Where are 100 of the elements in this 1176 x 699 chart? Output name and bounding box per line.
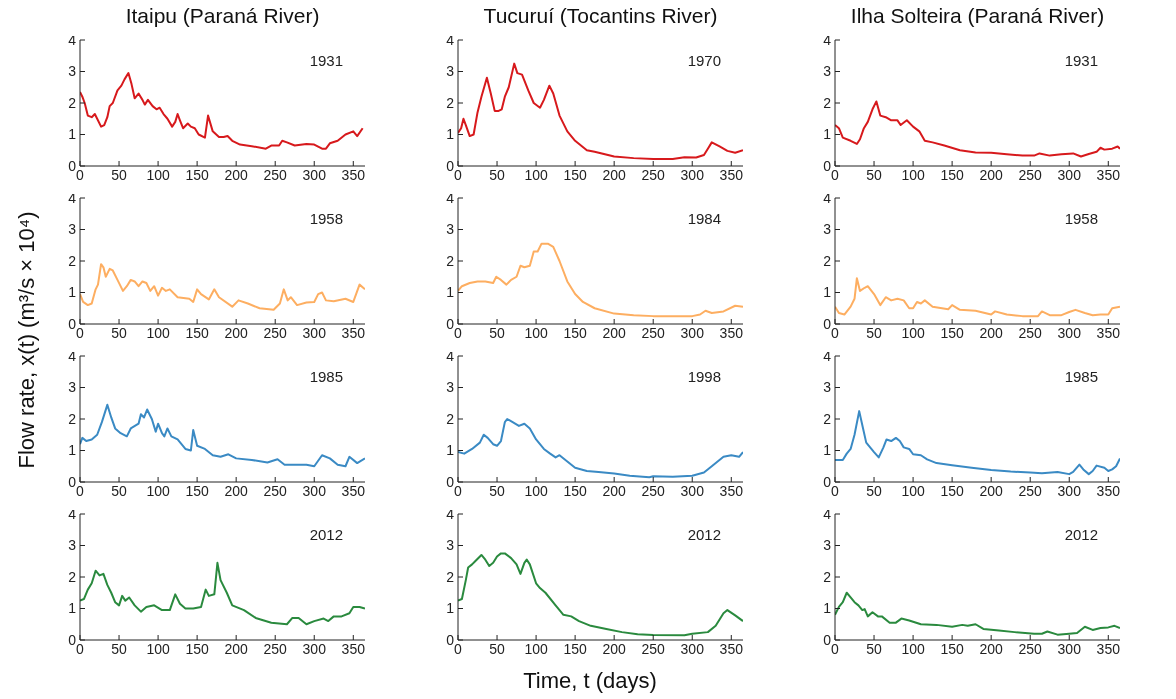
x-tick-label: 300 — [680, 324, 705, 341]
x-tick-label: 150 — [185, 324, 210, 341]
y-tick-label: 4 — [823, 189, 832, 206]
x-tick-label: 300 — [680, 640, 705, 657]
annotation: 1931 — [1064, 52, 1098, 69]
x-tick-label: 250 — [641, 166, 666, 183]
y-tick-label: 3 — [446, 221, 455, 238]
x-tick-label: 300 — [680, 482, 705, 499]
x-tick-label: 250 — [1018, 640, 1043, 657]
x-tick-label: 250 — [641, 640, 666, 657]
annotation: 1970 — [687, 52, 721, 69]
chart-title: Tucuruí (Tocantins River) — [482, 4, 719, 28]
x-tick-label: 350 — [1096, 324, 1121, 341]
x-tick-label: 250 — [641, 324, 666, 341]
x-tick-label: 50 — [111, 324, 128, 341]
x-tick-label: 50 — [489, 324, 506, 341]
y-tick-label: 1 — [68, 284, 77, 301]
annotation: 1985 — [1064, 368, 1098, 385]
x-tick-label: 50 — [866, 324, 883, 341]
line-series — [835, 591, 1120, 636]
y-tick-label: 4 — [823, 347, 832, 364]
line-series — [80, 561, 365, 626]
x-tick-label: 100 — [146, 640, 170, 657]
y-tick-label: 1 — [823, 284, 832, 301]
x-tick-label: 250 — [1018, 324, 1043, 341]
y-tick-label: 1 — [446, 600, 455, 617]
x-tick-label: 350 — [1096, 640, 1121, 657]
y-tick-label: 2 — [823, 410, 832, 427]
x-tick-label: 300 — [302, 324, 327, 341]
line-series — [80, 403, 365, 468]
y-tick-label: 1 — [446, 126, 455, 143]
x-tick-label: 100 — [901, 166, 925, 183]
y-tick-label: 2 — [68, 252, 77, 269]
x-tick-label: 150 — [940, 166, 965, 183]
x-tick-label: 250 — [263, 166, 288, 183]
y-tick-label: 4 — [68, 347, 77, 364]
annotation: 1985 — [309, 368, 343, 385]
y-tick-label: 1 — [68, 600, 77, 617]
x-tick-label: 150 — [185, 640, 210, 657]
y-tick-label: 4 — [446, 347, 455, 364]
annotation: 2012 — [309, 526, 343, 543]
x-tick-label: 200 — [602, 166, 627, 183]
y-tick-label: 2 — [68, 94, 77, 111]
y-tick-label: 3 — [68, 221, 77, 238]
line-series — [80, 72, 364, 150]
y-tick-label: 4 — [68, 189, 77, 206]
annotation: 1984 — [687, 210, 721, 227]
y-tick-label: 2 — [68, 568, 77, 585]
x-tick-label: 50 — [111, 482, 128, 499]
x-tick-label: 150 — [940, 324, 965, 341]
y-tick-label: 3 — [823, 537, 832, 554]
x-tick-label: 300 — [1057, 166, 1082, 183]
chart-title: Itaipu (Paraná River) — [124, 4, 321, 28]
y-tick-label: 3 — [446, 379, 455, 396]
line-series — [835, 100, 1120, 158]
x-tick-label: 300 — [1057, 482, 1082, 499]
annotation: 2012 — [687, 526, 721, 543]
x-tick-label: 300 — [302, 166, 327, 183]
x-tick-label: 150 — [185, 482, 210, 499]
line-series — [458, 418, 743, 479]
y-tick-label: 1 — [823, 442, 832, 459]
x-tick-label: 50 — [489, 166, 506, 183]
x-tick-label: 150 — [940, 482, 965, 499]
y-tick-label: 2 — [823, 94, 832, 111]
annotation: 1958 — [1064, 210, 1098, 227]
x-tick-label: 350 — [1096, 166, 1121, 183]
x-tick-label: 200 — [224, 166, 249, 183]
x-tick-label: 50 — [111, 166, 128, 183]
annotation: 1998 — [687, 368, 721, 385]
y-tick-label: 2 — [446, 94, 455, 111]
x-tick-label: 100 — [524, 324, 548, 341]
y-tick-label: 2 — [446, 410, 455, 427]
y-tick-label: 1 — [823, 126, 832, 143]
x-tick-label: 350 — [719, 166, 744, 183]
y-tick-label: 3 — [823, 379, 832, 396]
y-tick-label: 1 — [823, 600, 832, 617]
x-tick-label: 50 — [866, 640, 883, 657]
x-tick-label: 250 — [263, 640, 288, 657]
y-tick-label: 1 — [68, 442, 77, 459]
x-tick-label: 100 — [901, 640, 925, 657]
y-tick-label: 3 — [68, 537, 77, 554]
annotation: 1931 — [309, 52, 343, 69]
y-axis-title: Flow rate, x(t) (m³/s × 10⁴) — [14, 211, 40, 469]
y-tick-label: 4 — [446, 505, 455, 522]
line-series — [80, 263, 365, 311]
x-tick-label: 250 — [263, 482, 288, 499]
y-tick-label: 1 — [446, 284, 455, 301]
x-tick-label: 350 — [341, 640, 366, 657]
x-tick-label: 150 — [940, 640, 965, 657]
x-tick-label: 250 — [641, 482, 666, 499]
x-tick-label: 200 — [224, 482, 249, 499]
x-tick-label: 200 — [224, 640, 249, 657]
x-tick-label: 250 — [1018, 482, 1043, 499]
line-series — [458, 552, 743, 637]
x-tick-label: 50 — [489, 482, 506, 499]
y-tick-label: 3 — [68, 379, 77, 396]
x-tick-label: 200 — [979, 640, 1004, 657]
x-tick-label: 100 — [146, 482, 170, 499]
x-tick-label: 100 — [524, 166, 548, 183]
x-tick-label: 200 — [979, 166, 1004, 183]
